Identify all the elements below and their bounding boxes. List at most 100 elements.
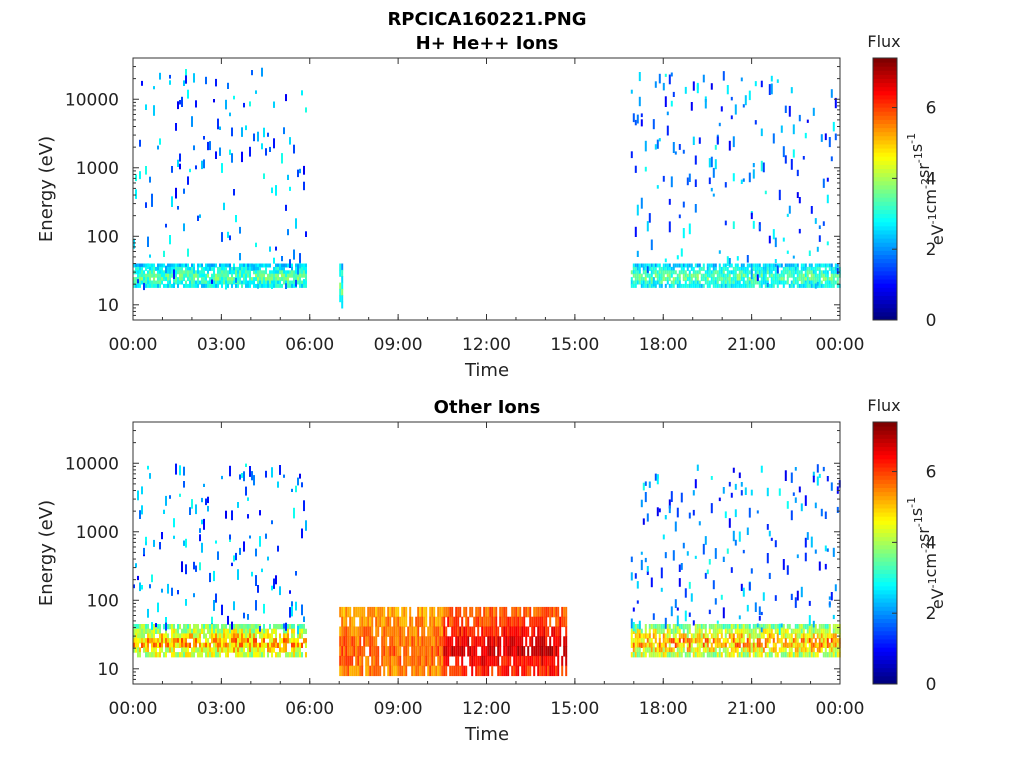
flux-cell: [137, 273, 139, 278]
flux-cell: [513, 616, 516, 628]
flux-cell: [351, 655, 354, 667]
flux-cell: [662, 277, 665, 282]
flux-cell: [305, 520, 307, 531]
flux-cell: [760, 624, 763, 630]
flux-cell: [223, 277, 225, 282]
flux-cell: [706, 266, 709, 271]
flux-cell: [185, 69, 187, 80]
flux-cell: [451, 616, 454, 628]
flux-cell: [742, 273, 745, 278]
flux-cell: [229, 534, 231, 540]
flux-cell: [748, 280, 751, 285]
flux-cell: [221, 624, 223, 630]
flux-cell: [515, 616, 518, 628]
flux-cell: [421, 626, 424, 637]
flux-cell: [385, 646, 388, 657]
flux-cell: [211, 279, 213, 284]
flux-cell: [726, 280, 729, 285]
flux-cell: [646, 633, 649, 639]
flux-cell: [301, 280, 303, 285]
flux-cell: [794, 270, 797, 275]
flux-cell: [151, 622, 153, 630]
flux-cell: [181, 642, 183, 648]
flux-cell: [712, 270, 715, 275]
flux-cell: [632, 642, 635, 648]
flux-cell: [479, 616, 482, 628]
flux-cell: [161, 277, 163, 282]
colorbar-swatch: [873, 164, 897, 170]
flux-cell: [269, 624, 271, 630]
flux-cell: [790, 263, 793, 268]
flux-cell: [636, 624, 639, 630]
flux-cell: [469, 626, 472, 637]
flux-cell: [555, 626, 558, 637]
flux-cell: [820, 633, 823, 639]
flux-cell: [209, 266, 211, 271]
flux-cell: [385, 616, 388, 628]
flux-cell: [686, 624, 689, 630]
flux-cell: [221, 628, 223, 634]
flux-cell: [183, 642, 185, 648]
flux-cell: [283, 628, 285, 634]
flux-cell: [297, 280, 299, 285]
flux-cell: [167, 638, 169, 644]
flux-cell: [485, 655, 488, 667]
flux-cell: [712, 263, 715, 268]
flux-cell: [748, 507, 751, 518]
flux-cell: [261, 283, 263, 288]
flux-cell: [660, 266, 663, 271]
flux-cell: [748, 647, 751, 653]
flux-cell: [786, 213, 789, 217]
flux-cell: [235, 273, 237, 278]
flux-cell: [656, 474, 659, 485]
flux-cell: [285, 277, 287, 282]
flux-cell: [255, 273, 257, 278]
flux-cell: [239, 226, 241, 234]
colorbar-swatch: [873, 561, 897, 566]
flux-cell: [255, 277, 257, 282]
flux-cell: [652, 642, 655, 648]
flux-cell: [185, 642, 187, 648]
flux-cell: [712, 280, 715, 285]
flux-cell: [527, 646, 530, 657]
flux-cell: [726, 628, 729, 634]
flux-cell: [397, 606, 400, 618]
flux-cell: [708, 647, 711, 653]
flux-cell: [357, 646, 360, 657]
flux-cell: [820, 638, 823, 644]
flux-cell: [728, 652, 731, 658]
flux-cell: [163, 652, 165, 658]
flux-cell: [700, 652, 703, 658]
flux-cell: [279, 465, 281, 475]
flux-cell: [291, 488, 293, 492]
flux-cell: [660, 652, 663, 658]
flux-cell: [678, 270, 681, 275]
flux-cell: [245, 266, 247, 271]
flux-cell: [293, 280, 295, 285]
flux-cell: [265, 470, 267, 478]
flux-cell: [766, 642, 769, 648]
colorbar-swatch: [873, 66, 897, 71]
flux-cell: [752, 283, 755, 288]
flux-cell: [261, 270, 263, 275]
flux-cell: [734, 283, 737, 288]
flux-cell: [137, 277, 139, 282]
flux-cell: [662, 628, 665, 634]
flux-cell: [828, 652, 831, 658]
flux-cell: [135, 624, 137, 630]
flux-cell: [141, 638, 143, 644]
flux-cell: [377, 616, 380, 628]
flux-cell: [141, 270, 143, 275]
flux-cell: [662, 624, 665, 630]
flux-cell: [229, 633, 231, 639]
flux-cell: [654, 473, 657, 481]
flux-cell: [680, 248, 683, 257]
x-tick-label: 15:00: [550, 699, 599, 719]
flux-cell: [223, 642, 225, 648]
flux-cell: [648, 481, 651, 488]
flux-cell: [405, 636, 408, 647]
flux-cell: [828, 628, 831, 634]
flux-cell: [497, 655, 500, 667]
